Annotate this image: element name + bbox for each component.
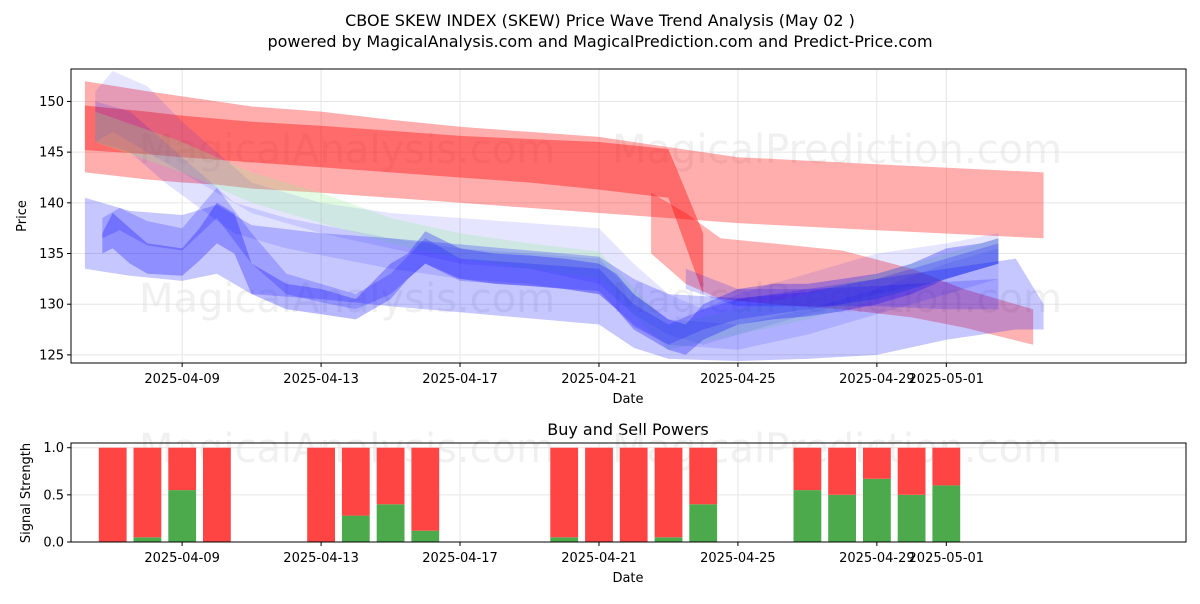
price-band-7 xyxy=(102,202,999,355)
price-axes: MagicalAnalysis.com MagicalPrediction.co… xyxy=(15,68,1187,407)
sell-bar-6 xyxy=(376,447,405,505)
sell-bar-17 xyxy=(932,447,961,486)
sell-bar-8 xyxy=(550,447,579,538)
price-x-tick-label-6: 2025-05-01 xyxy=(909,372,985,387)
signal-x-tick-label-3: 2025-04-21 xyxy=(561,551,637,566)
signal-x-tick-label-5: 2025-04-29 xyxy=(839,551,915,566)
signal-x-label: Date xyxy=(612,571,643,586)
buy-bar-7 xyxy=(411,530,440,542)
buy-bar-17 xyxy=(932,485,961,542)
price-y-tick-label-4: 145 xyxy=(39,146,64,161)
watermark-analysis-top: MagicalAnalysis.com xyxy=(139,127,555,173)
buy-bar-14 xyxy=(828,494,856,542)
signal-bars xyxy=(98,447,961,542)
buy-bar-2 xyxy=(168,490,197,542)
signal-x-tick-label-0: 2025-04-09 xyxy=(144,551,220,566)
price-y-tick-label-5: 150 xyxy=(39,95,64,110)
price-x-tick-label-4: 2025-04-25 xyxy=(700,372,776,387)
buy-bar-5 xyxy=(341,515,370,542)
sell-bar-0 xyxy=(98,447,127,542)
sell-bar-9 xyxy=(585,447,613,542)
figure-title: CBOE SKEW INDEX (SKEW) Price Wave Trend … xyxy=(345,11,855,30)
sell-bar-12 xyxy=(689,447,718,505)
sell-bar-4 xyxy=(307,447,335,542)
price-band-0 xyxy=(84,81,1044,239)
price-band-6 xyxy=(84,197,1044,361)
sell-bar-3 xyxy=(203,447,231,542)
buy-bar-12 xyxy=(689,504,718,542)
sell-bar-16 xyxy=(897,447,926,495)
price-y-tick-label-2: 135 xyxy=(39,247,64,262)
sell-bar-1 xyxy=(133,447,162,538)
signal-y-tick-label-0: 0.0 xyxy=(43,536,64,551)
buy-bar-8 xyxy=(550,537,579,542)
price-y-tick-label-1: 130 xyxy=(39,298,64,313)
price-axes-frame xyxy=(70,68,1187,364)
signal-y-tick-label-2: 1.0 xyxy=(43,441,64,456)
price-band-3 xyxy=(95,71,999,345)
price-y-label: Price xyxy=(15,200,30,232)
signal-x-ticks: 2025-04-09 2025-04-13 2025-04-17 2025-04-21… xyxy=(144,542,984,566)
figure-subtitle: powered by MagicalAnalysis.com and Magic… xyxy=(267,32,932,51)
sell-bar-5 xyxy=(341,447,370,516)
price-band-2 xyxy=(651,192,1034,345)
signal-x-tick-label-4: 2025-04-25 xyxy=(700,551,776,566)
sell-bar-2 xyxy=(168,447,197,491)
watermark-analysis-mid: MagicalAnalysis.com xyxy=(139,276,555,322)
signal-title: Buy and Sell Powers xyxy=(547,420,709,439)
watermark-prediction-mid: MagicalPrediction.com xyxy=(612,276,1062,322)
watermark-prediction-top: MagicalPrediction.com xyxy=(612,127,1062,173)
buy-bar-11 xyxy=(654,537,683,542)
signal-y-ticks: 0.0 0.5 1.0 xyxy=(43,441,71,551)
sell-bar-13 xyxy=(793,447,822,491)
price-grid xyxy=(71,69,1186,363)
sell-bar-10 xyxy=(619,447,648,542)
signal-x-tick-label-1: 2025-04-13 xyxy=(283,551,359,566)
price-x-ticks: 2025-04-09 2025-04-13 2025-04-17 2025-04-21… xyxy=(144,363,984,387)
buy-bar-6 xyxy=(376,504,405,542)
buy-bar-16 xyxy=(897,494,926,542)
price-band-4 xyxy=(95,101,999,350)
price-x-tick-label-2: 2025-04-17 xyxy=(422,372,498,387)
price-bands xyxy=(84,71,1044,361)
price-y-tick-label-0: 125 xyxy=(39,348,64,363)
sell-bar-7 xyxy=(411,447,440,531)
buy-bar-1 xyxy=(133,537,162,542)
price-x-tick-label-0: 2025-04-09 xyxy=(144,372,220,387)
price-x-tick-label-1: 2025-04-13 xyxy=(283,372,359,387)
price-band-1 xyxy=(84,105,704,295)
buy-bar-13 xyxy=(793,490,822,542)
signal-y-label: Signal Strength xyxy=(19,443,34,543)
signal-x-tick-label-2: 2025-04-17 xyxy=(422,551,498,566)
buy-bar-15 xyxy=(863,478,891,542)
sell-bar-11 xyxy=(654,447,683,538)
price-y-ticks: 125 130 135 140 145 150 xyxy=(39,95,71,363)
signal-x-tick-label-6: 2025-05-01 xyxy=(909,551,985,566)
sell-bar-15 xyxy=(863,447,891,479)
price-watermarks: MagicalAnalysis.com MagicalPrediction.co… xyxy=(139,127,1062,322)
signal-axes: Buy and Sell Powers MagicalAnalysis.com … xyxy=(19,420,1187,586)
signal-y-tick-label-1: 0.5 xyxy=(43,488,64,503)
price-band-9 xyxy=(685,268,999,310)
price-y-tick-label-3: 140 xyxy=(39,196,64,211)
price-x-tick-label-3: 2025-04-21 xyxy=(561,372,637,387)
sell-bar-14 xyxy=(828,447,856,495)
price-x-label: Date xyxy=(612,392,643,407)
price-band-8 xyxy=(102,187,999,345)
signal-axes-frame xyxy=(70,442,1187,543)
price-x-tick-label-5: 2025-04-29 xyxy=(839,372,915,387)
